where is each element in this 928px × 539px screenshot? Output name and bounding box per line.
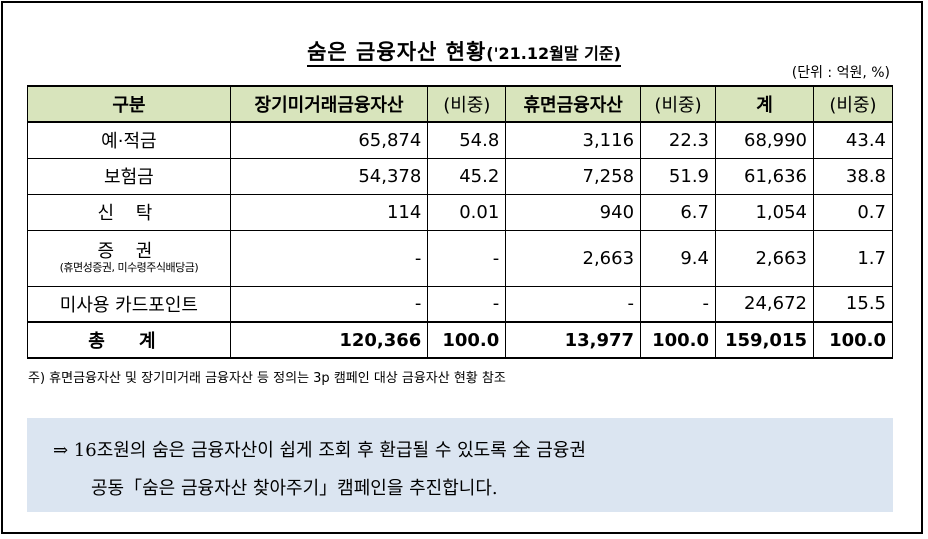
header-category: 구분 [27,85,231,123]
total-long-term: 120,366 [229,321,429,359]
cell-ratio-1: - [427,229,507,287]
cell-ratio-2: 22.3 [640,121,716,159]
cell-ratio-3: 0.7 [812,193,894,231]
cell-ratio-2: 6.7 [640,193,716,231]
cell-long-term: - [229,285,429,323]
page-title: 숨은 금융자산 현황('21.12월말 기준) [0,36,928,67]
total-total: 159,015 [715,321,814,359]
table-row: 신 탁 114 0.01 940 6.7 1,054 0.7 [27,193,894,231]
cell-total: 1,054 [715,193,814,231]
assets-table: 구분 장기미거래금융자산 (비중) 휴면금융자산 (비중) 계 (비중) 예·적… [27,85,894,359]
cell-dormant: 2,663 [505,229,642,287]
header-dormant: 휴면금융자산 [505,85,642,123]
cell-dormant: 7,258 [505,157,642,195]
table-row: 예·적금 65,874 54.8 3,116 22.3 68,990 43.4 [27,121,894,159]
cell-ratio-3: 15.5 [812,285,894,323]
row-sublabel: (휴면성증권, 미수령주식배당금) [59,260,199,274]
cell-ratio-3: 38.8 [812,157,894,195]
total-ratio-1: 100.0 [427,321,507,359]
cell-dormant: 3,116 [505,121,642,159]
row-label: 미사용 카드포인트 [27,285,231,323]
cell-dormant: 940 [505,193,642,231]
cell-ratio-2: - [640,285,716,323]
cell-total: 2,663 [715,229,814,287]
cell-ratio-1: - [427,285,507,323]
cell-ratio-2: 9.4 [640,229,716,287]
cell-total: 24,672 [715,285,814,323]
footnote: 주) 휴면금융자산 및 장기미거래 금융자산 등 정의는 3p 캠페인 대상 금… [28,371,506,386]
table-header-row: 구분 장기미거래금융자산 (비중) 휴면금융자산 (비중) 계 (비중) [27,85,894,123]
total-label: 총 계 [27,321,231,359]
row-label-securities: 증 권 (휴면성증권, 미수령주식배당금) [27,229,231,287]
total-dormant: 13,977 [505,321,642,359]
cell-ratio-1: 45.2 [427,157,507,195]
cell-ratio-3: 1.7 [812,229,894,287]
row-label: 신 탁 [27,193,231,231]
total-row: 총 계 120,366 100.0 13,977 100.0 159,015 1… [27,321,894,359]
header-long-term: 장기미거래금융자산 [229,85,429,123]
callout-line-1: ⇒ 16조원의 숨은 금융자산이 쉽게 조회 후 환급될 수 있도록 全 금융권 [53,440,586,461]
total-ratio-3: 100.0 [812,321,894,359]
cell-ratio-1: 54.8 [427,121,507,159]
header-total: 계 [715,85,814,123]
cell-total: 61,636 [715,157,814,195]
cell-ratio-1: 0.01 [427,193,507,231]
title-main: 숨은 금융자산 현황 [307,40,487,67]
table-row: 보험금 54,378 45.2 7,258 51.9 61,636 38.8 [27,157,894,195]
table-row: 증 권 (휴면성증권, 미수령주식배당금) - - 2,663 9.4 2,66… [27,229,894,287]
cell-long-term: - [229,229,429,287]
cell-long-term: 65,874 [229,121,429,159]
unit-note: (단위 : 억원, %) [791,65,890,81]
callout-box: ⇒ 16조원의 숨은 금융자산이 쉽게 조회 후 환급될 수 있도록 全 금융권… [27,418,893,512]
header-ratio-3: (비중) [812,85,894,123]
cell-ratio-3: 43.4 [812,121,894,159]
callout-line-2: 공동「숨은 금융자산 찾아주기」캠페인을 추진합니다. [91,478,498,499]
title-sub: ('21.12월말 기준) [486,44,621,63]
cell-total: 68,990 [715,121,814,159]
cell-ratio-2: 51.9 [640,157,716,195]
row-label: 보험금 [27,157,231,195]
row-label: 증 권 [97,241,161,263]
header-ratio-1: (비중) [427,85,507,123]
cell-dormant: - [505,285,642,323]
cell-long-term: 114 [229,193,429,231]
total-ratio-2: 100.0 [640,321,716,359]
table-row: 미사용 카드포인트 - - - - 24,672 15.5 [27,285,894,323]
row-label: 예·적금 [27,121,231,159]
header-ratio-2: (비중) [640,85,716,123]
cell-long-term: 54,378 [229,157,429,195]
